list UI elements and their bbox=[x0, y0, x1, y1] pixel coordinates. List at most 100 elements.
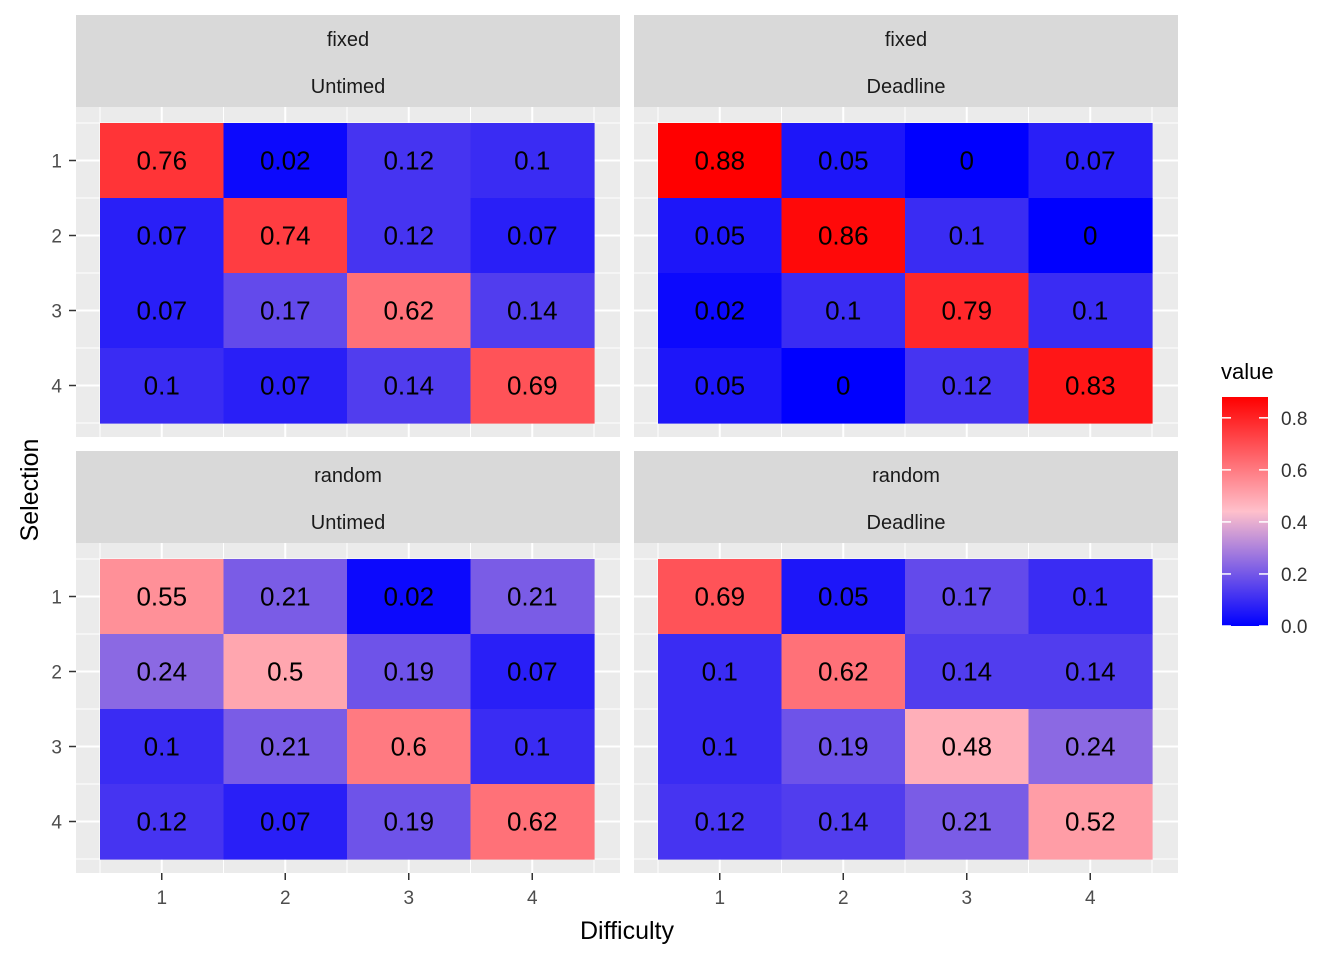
y-tick-label: 1 bbox=[51, 152, 62, 173]
cell-value-label: 0.05 bbox=[694, 371, 745, 401]
heatmap-cell bbox=[781, 273, 906, 349]
heatmap-cell bbox=[781, 559, 906, 635]
heatmap-cell bbox=[223, 273, 348, 349]
heatmap-cell bbox=[905, 273, 1030, 349]
heatmap-cell bbox=[347, 273, 472, 349]
heatmap-cell bbox=[223, 123, 348, 199]
cell-value-label: 0 bbox=[1083, 221, 1097, 251]
cell-value-label: 0.02 bbox=[383, 582, 434, 612]
y-tick-label: 2 bbox=[51, 227, 62, 248]
cell-value-label: 0.05 bbox=[694, 221, 745, 251]
heatmap-cell bbox=[1028, 784, 1153, 860]
facet-panel: fixed Untimed 0.76 0.02 0.12 0.1 0.07 0.74 0.12 0… bbox=[76, 15, 620, 437]
heatmap-cell bbox=[470, 709, 595, 785]
cell-value-label: 0.17 bbox=[941, 582, 992, 612]
y-tick-label: 2 bbox=[51, 663, 62, 684]
cell-value-label: 0 bbox=[836, 371, 850, 401]
facet-col-label: Deadline bbox=[867, 76, 946, 98]
cell-value-label: 0.12 bbox=[383, 221, 434, 251]
legend-tick-label: 0.4 bbox=[1281, 513, 1308, 534]
facet-row-label: fixed bbox=[327, 29, 369, 51]
heatmap-cell bbox=[1028, 273, 1153, 349]
heatmap-cell bbox=[223, 559, 348, 635]
heatmap-cell bbox=[100, 709, 225, 785]
cell-value-label: 0.76 bbox=[136, 146, 187, 176]
heatmap-cell bbox=[658, 198, 783, 274]
cell-value-label: 0.79 bbox=[941, 296, 992, 326]
x-tick-label: 3 bbox=[403, 888, 414, 909]
heatmap-cell bbox=[781, 784, 906, 860]
heatmap-cell bbox=[100, 123, 225, 199]
legend-tick-label: 0.2 bbox=[1281, 565, 1307, 586]
cell-value-label: 0.1 bbox=[144, 371, 180, 401]
heatmap-cell bbox=[905, 198, 1030, 274]
cell-value-label: 0.69 bbox=[507, 371, 558, 401]
facet-strip bbox=[634, 451, 1178, 543]
cell-value-label: 0.21 bbox=[941, 807, 992, 837]
heatmap-cell bbox=[781, 709, 906, 785]
cell-value-label: 0.1 bbox=[514, 146, 550, 176]
cell-value-label: 0.62 bbox=[818, 657, 869, 687]
y-tick-label: 3 bbox=[51, 738, 62, 759]
cell-value-label: 0.1 bbox=[702, 657, 738, 687]
heatmap-cell bbox=[905, 709, 1030, 785]
cell-value-label: 0.5 bbox=[267, 657, 303, 687]
facet-col-label: Deadline bbox=[867, 512, 946, 534]
cell-value-label: 0.86 bbox=[818, 221, 869, 251]
cell-value-label: 0.1 bbox=[949, 221, 985, 251]
cell-value-label: 0.62 bbox=[507, 807, 558, 837]
facet-row-label: random bbox=[314, 465, 382, 487]
heatmap-cell bbox=[347, 198, 472, 274]
y-tick-label: 3 bbox=[51, 302, 62, 323]
heatmap-cell bbox=[1028, 634, 1153, 710]
heatmap-cell bbox=[470, 559, 595, 635]
cell-value-label: 0.12 bbox=[694, 807, 745, 837]
cell-value-label: 0.07 bbox=[1065, 146, 1116, 176]
y-tick-label: 1 bbox=[51, 588, 62, 609]
heatmap-cell bbox=[100, 784, 225, 860]
x-tick-label: 2 bbox=[838, 888, 849, 909]
cell-value-label: 0.1 bbox=[702, 732, 738, 762]
cell-value-label: 0.74 bbox=[260, 221, 311, 251]
facet-strip bbox=[76, 451, 620, 543]
x-tick-label: 4 bbox=[1085, 888, 1096, 909]
cell-value-label: 0.21 bbox=[260, 732, 311, 762]
heatmap-cell bbox=[100, 273, 225, 349]
facet-panel: random Deadline 0.69 0.05 0.17 0.1 0.1 0.62 0.14… bbox=[634, 451, 1178, 873]
heatmap-cell bbox=[470, 634, 595, 710]
heatmap-cell bbox=[658, 709, 783, 785]
y-tick-label: 4 bbox=[51, 377, 62, 398]
heatmap-cell bbox=[347, 123, 472, 199]
facet-panel: random Untimed 0.55 0.21 0.02 0.21 0.24 0.5 0.19… bbox=[76, 451, 620, 873]
x-tick-label: 1 bbox=[156, 888, 167, 909]
cell-value-label: 0.14 bbox=[383, 371, 434, 401]
cell-value-label: 0.02 bbox=[260, 146, 311, 176]
cell-value-label: 0.48 bbox=[941, 732, 992, 762]
cell-value-label: 0.19 bbox=[383, 807, 434, 837]
heatmap-cell bbox=[905, 784, 1030, 860]
cell-value-label: 0.55 bbox=[136, 582, 187, 612]
cell-value-label: 0.02 bbox=[694, 296, 745, 326]
cell-value-label: 0.12 bbox=[136, 807, 187, 837]
facet-col-label: Untimed bbox=[311, 512, 385, 534]
heatmap-cell bbox=[100, 348, 225, 424]
cell-value-label: 0.6 bbox=[391, 732, 427, 762]
heatmap-cell bbox=[658, 273, 783, 349]
heatmap-cell bbox=[347, 709, 472, 785]
heatmap-cell bbox=[100, 634, 225, 710]
heatmap-cell bbox=[347, 634, 472, 710]
heatmap-cell bbox=[658, 559, 783, 635]
cell-value-label: 0.52 bbox=[1065, 807, 1116, 837]
heatmap-cell bbox=[223, 198, 348, 274]
cell-value-label: 0.17 bbox=[260, 296, 311, 326]
cell-value-label: 0.07 bbox=[260, 371, 311, 401]
cell-value-label: 0.62 bbox=[383, 296, 434, 326]
heatmap-cell bbox=[658, 123, 783, 199]
facet-strip bbox=[634, 15, 1178, 107]
heatmap-cell bbox=[1028, 709, 1153, 785]
heatmap-cell bbox=[223, 634, 348, 710]
cell-value-label: 0.1 bbox=[1072, 296, 1108, 326]
facet-row-label: random bbox=[872, 465, 940, 487]
legend-tick-label: 0.8 bbox=[1281, 409, 1307, 430]
